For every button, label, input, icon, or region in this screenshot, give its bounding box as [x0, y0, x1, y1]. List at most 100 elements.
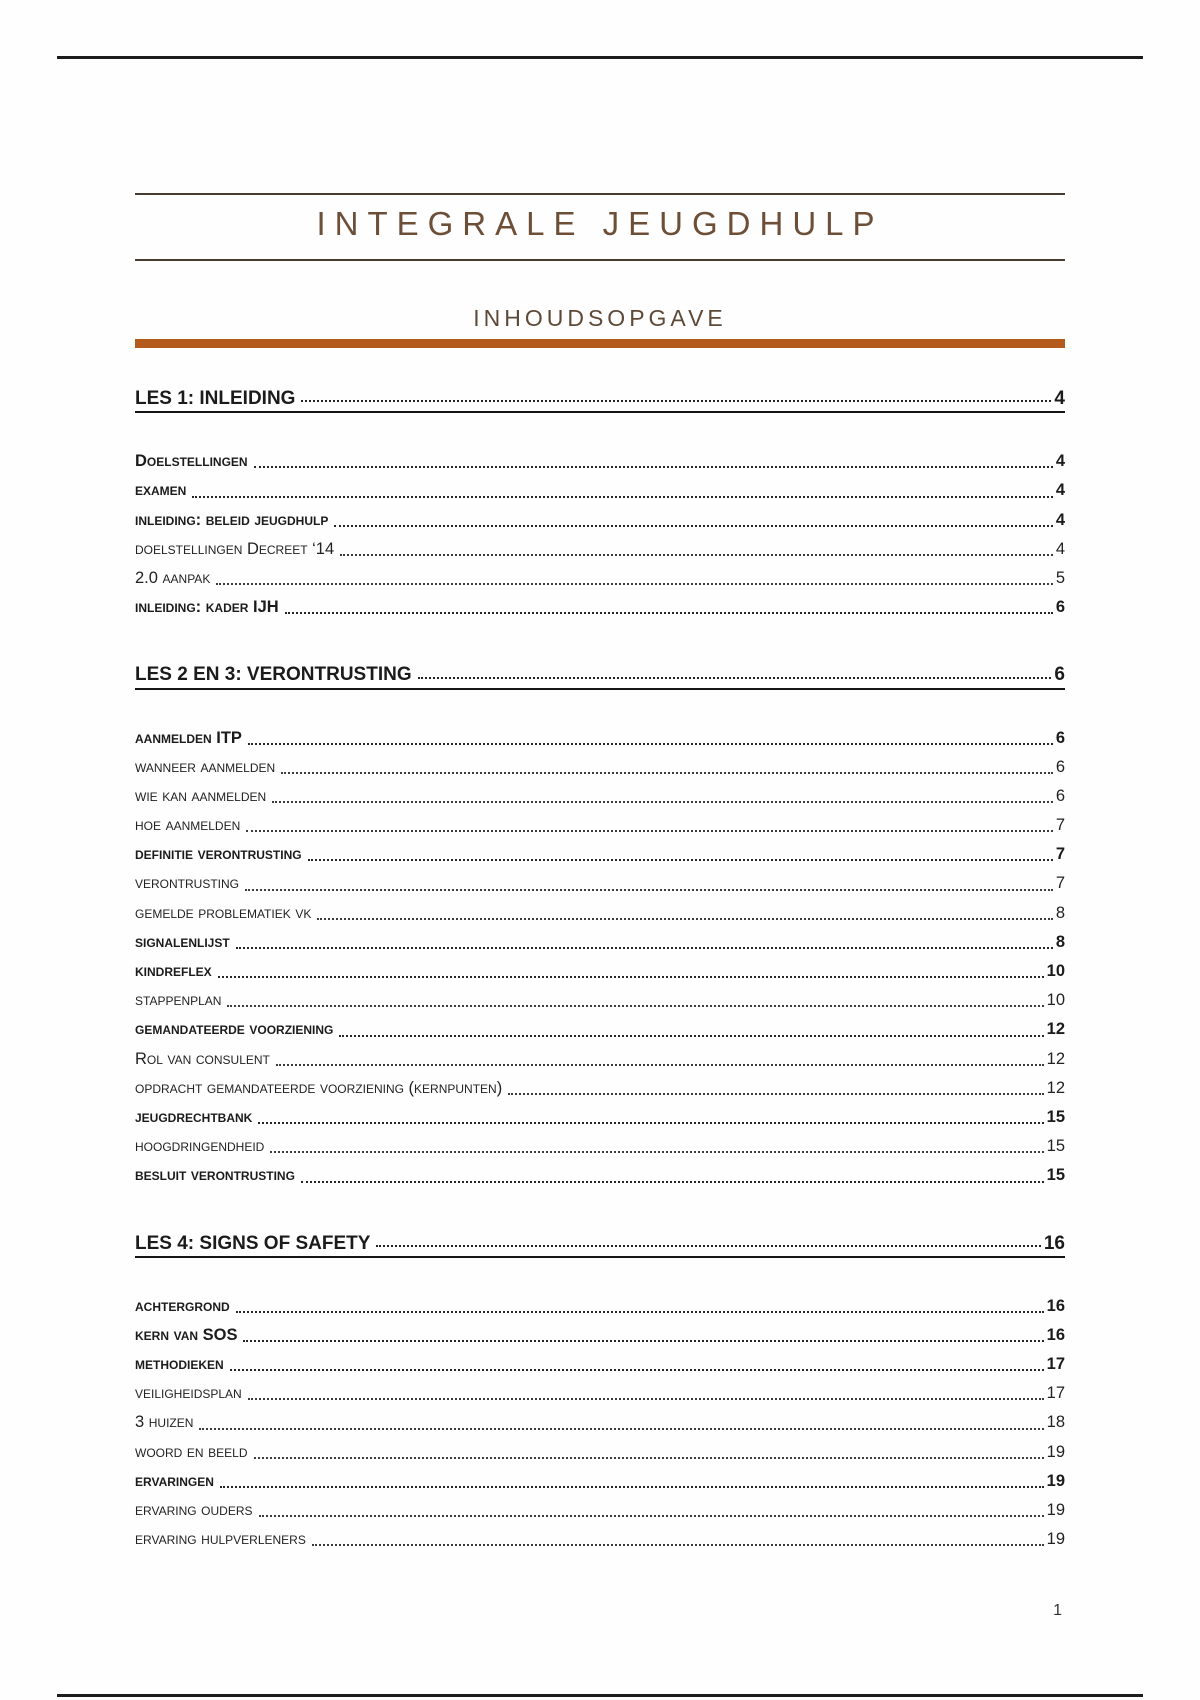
toc-entry[interactable]: LES 1: INLEIDING 4 [135, 384, 1065, 414]
toc-entry-page: 16 [1043, 1232, 1065, 1254]
toc-entry[interactable]: woord en beeld 19 [135, 1438, 1065, 1467]
toc-entry[interactable]: inleiding: beleid jeugdhulp 4 [135, 506, 1065, 535]
toc-entry[interactable]: aanmelden ITP 6 [135, 724, 1065, 753]
toc-entry-page: 12 [1046, 1020, 1065, 1039]
dot-leader [247, 1398, 1044, 1401]
toc-entry-label: ervaringen [135, 1471, 214, 1490]
toc-entry-label: besluit verontrusting [135, 1166, 295, 1185]
toc-entry-label: veiligheidsplan [135, 1384, 242, 1403]
toc-entry-label: Rol van consulent [135, 1049, 270, 1068]
toc-entry-label: doelstellingen Decreet ‘14 [135, 539, 335, 558]
document-title: INTEGRALE JEUGDHULP [316, 205, 884, 242]
toc-entry-label: verontrusting [135, 874, 240, 893]
toc-entry-page: 19 [1046, 1530, 1065, 1549]
dot-leader [192, 495, 1053, 498]
toc-entry-page: 15 [1046, 1107, 1065, 1126]
toc-entry[interactable]: inleiding: kader IJH 6 [135, 593, 1065, 622]
page-content: INTEGRALE JEUGDHULP INHOUDSOPGAVE LES 1:… [135, 193, 1065, 1554]
toc-entry-page: 19 [1046, 1471, 1065, 1490]
toc-entry[interactable]: LES 2 EN 3: VERONTRUSTING 6 [135, 660, 1065, 690]
toc-entry-label: inleiding: beleid jeugdhulp [135, 510, 329, 529]
toc-entry[interactable]: signalenlijst 8 [135, 928, 1065, 957]
toc-entry-page: 4 [1055, 452, 1065, 471]
toc-entry[interactable]: besluit verontrusting 15 [135, 1161, 1065, 1190]
dot-leader [229, 1369, 1044, 1372]
toc-entry-page: 18 [1046, 1413, 1065, 1432]
toc-entry[interactable]: kindreflex 10 [135, 957, 1065, 986]
toc-entry-label: 2.0 aanpak [135, 568, 211, 587]
toc-entry[interactable]: verontrusting 7 [135, 869, 1065, 898]
dot-leader [311, 1544, 1044, 1547]
toc-entry[interactable]: Rol van consulent 12 [135, 1045, 1065, 1074]
dot-leader [317, 917, 1053, 920]
page-top-border [57, 56, 1143, 59]
toc-entry[interactable]: examen 4 [135, 476, 1065, 505]
toc-entry[interactable]: achtergrond 16 [135, 1292, 1065, 1321]
dot-leader [253, 466, 1053, 469]
toc-entry[interactable]: Doelstellingen 4 [135, 447, 1065, 476]
toc-entry-page: 19 [1046, 1501, 1065, 1519]
toc-entry-label: aanmelden ITP [135, 728, 242, 747]
toc-entry-label: LES 1: INLEIDING [135, 388, 296, 409]
dot-leader [281, 771, 1053, 774]
toc-entry[interactable]: wanneer aanmelden 6 [135, 753, 1065, 782]
toc-entry-page: 16 [1046, 1325, 1065, 1344]
toc-entry-page: 7 [1055, 874, 1065, 893]
toc-heading: INHOUDSOPGAVE [473, 305, 727, 331]
toc-entry-page: 5 [1055, 568, 1065, 587]
toc-entry-label: opdracht gemandateerde voorziening (kern… [135, 1078, 503, 1097]
toc-entry-label: methodieken [135, 1355, 224, 1374]
toc-entry[interactable]: doelstellingen Decreet ‘14 4 [135, 535, 1065, 564]
toc-entry[interactable]: veiligheidsplan 17 [135, 1379, 1065, 1408]
dot-leader [340, 553, 1053, 556]
dot-leader [243, 1340, 1044, 1343]
toc-entry[interactable]: definitie verontrusting 7 [135, 840, 1065, 869]
toc-entry[interactable]: LES 4: SIGNS OF SAFETY 16 [135, 1229, 1065, 1258]
toc-entry-label: wie kan aanmelden [135, 786, 267, 805]
toc-entry[interactable]: stappenplan 10 [135, 986, 1065, 1015]
toc-entry-page: 4 [1055, 539, 1065, 558]
toc-entry[interactable]: gemandateerde voorziening 12 [135, 1015, 1065, 1044]
dot-leader [219, 1486, 1044, 1488]
toc-entry-label: woord en beeld [135, 1442, 248, 1461]
dot-leader [284, 612, 1053, 615]
toc-entry-page: 17 [1046, 1355, 1065, 1374]
dot-leader [270, 1151, 1044, 1154]
toc-entry-label: definitie verontrusting [135, 845, 302, 864]
toc-entry[interactable]: hoogdringendheid 15 [135, 1132, 1065, 1161]
toc-entry-label: hoogdringendheid [135, 1137, 265, 1156]
toc-entry[interactable]: kern van SOS 16 [135, 1321, 1065, 1350]
toc-entry[interactable]: wie kan aanmelden 6 [135, 782, 1065, 811]
accent-rule [135, 339, 1065, 348]
dot-leader [272, 801, 1053, 804]
toc-entry-page: 10 [1046, 962, 1065, 980]
table-of-contents: LES 1: INLEIDING 4 Doelstellingen 4 exam… [135, 384, 1065, 1554]
dot-leader [216, 583, 1053, 586]
toc-entry-page: 6 [1055, 598, 1065, 617]
toc-entry[interactable]: 2.0 aanpak 5 [135, 564, 1065, 593]
toc-entry-page: 17 [1046, 1384, 1065, 1403]
toc-entry-page: 7 [1055, 845, 1065, 864]
toc-entry[interactable]: opdracht gemandateerde voorziening (kern… [135, 1074, 1065, 1103]
toc-entry-label: gemandateerde voorziening [135, 1020, 334, 1039]
dot-leader [246, 830, 1053, 833]
toc-entry-label: signalenlijst [135, 932, 230, 951]
dot-leader [258, 1515, 1044, 1518]
toc-entry[interactable]: hoe aanmelden 7 [135, 811, 1065, 840]
toc-entry[interactable]: 3 huizen 18 [135, 1408, 1065, 1437]
toc-entry[interactable]: methodieken 17 [135, 1350, 1065, 1379]
document-title-block: INTEGRALE JEUGDHULP [135, 193, 1065, 261]
toc-entry-page: 15 [1046, 1166, 1065, 1185]
toc-entry[interactable]: gemelde problematiek vk 8 [135, 899, 1065, 928]
toc-entry-label: hoe aanmelden [135, 816, 241, 835]
dot-leader [275, 1063, 1044, 1066]
toc-entry[interactable]: ervaring ouders 19 [135, 1496, 1065, 1525]
toc-entry[interactable]: ervaring hulpverleners 19 [135, 1525, 1065, 1554]
dot-leader [235, 947, 1053, 949]
dot-leader [300, 1180, 1044, 1183]
toc-entry[interactable]: ervaringen 19 [135, 1467, 1065, 1496]
toc-entry[interactable]: jeugdrechtbank 15 [135, 1103, 1065, 1132]
toc-entry-label: kindreflex [135, 962, 212, 980]
toc-entry-page: 6 [1055, 786, 1065, 805]
